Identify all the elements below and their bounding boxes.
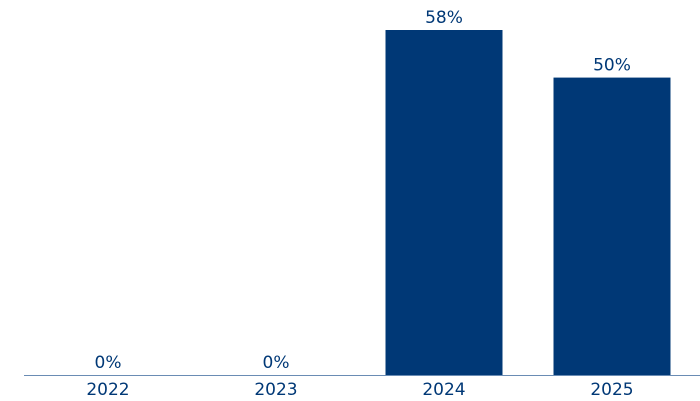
value-label: 0% xyxy=(95,353,122,373)
x-tick-label: 2022 xyxy=(86,380,129,400)
value-label: 58% xyxy=(425,8,463,28)
x-tick-label: 2023 xyxy=(254,380,297,400)
value-label: 0% xyxy=(263,353,290,373)
x-tick-label: 2024 xyxy=(422,380,465,400)
x-tick-label: 2025 xyxy=(590,380,633,400)
bar xyxy=(385,30,503,375)
value-label: 50% xyxy=(593,56,631,76)
bar xyxy=(553,77,671,375)
